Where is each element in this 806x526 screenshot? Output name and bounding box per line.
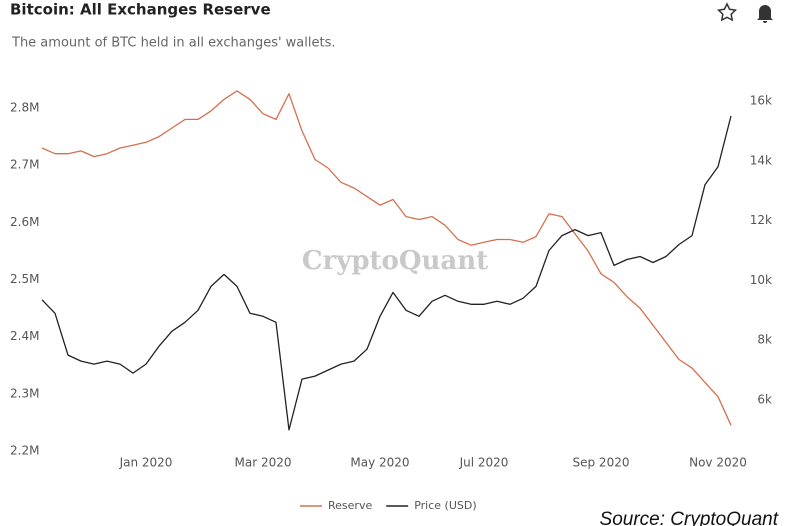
y-tick-label: 2.2M bbox=[10, 444, 39, 458]
x-tick-label: Nov 2020 bbox=[689, 456, 747, 470]
legend-item: Reserve bbox=[300, 499, 372, 512]
series-line bbox=[41, 115, 732, 431]
y-tick-label: 2.3M bbox=[10, 386, 39, 400]
y2-tick-label: 12k bbox=[750, 213, 772, 227]
legend-label: Price (USD) bbox=[414, 499, 476, 512]
series-line bbox=[41, 90, 732, 426]
watermark: CryptoQuant bbox=[302, 246, 488, 276]
y2-tick-label: 6k bbox=[757, 392, 772, 406]
legend-label: Reserve bbox=[328, 499, 372, 512]
y-tick-label: 2.4M bbox=[10, 329, 39, 343]
chart-title: Bitcoin: All Exchanges Reserve bbox=[10, 1, 271, 19]
x-tick-label: Jan 2020 bbox=[119, 456, 173, 470]
y2-tick-label: 14k bbox=[750, 153, 772, 167]
y-tick-label: 2.7M bbox=[10, 158, 39, 172]
legend-item: Price (USD) bbox=[386, 499, 477, 512]
y2-tick-label: 8k bbox=[757, 333, 772, 347]
chart-subtitle: The amount of BTC held in all exchanges'… bbox=[11, 36, 336, 51]
x-tick-label: May 2020 bbox=[350, 456, 409, 470]
y-tick-label: 2.5M bbox=[10, 272, 39, 286]
x-tick-label: Sep 2020 bbox=[573, 456, 630, 470]
x-tick-label: Jul 2020 bbox=[459, 456, 509, 470]
bell-button[interactable] bbox=[757, 5, 773, 23]
source-note: Source: CryptoQuant bbox=[600, 509, 779, 526]
star-button[interactable] bbox=[712, 0, 742, 24]
star-button-bg[interactable] bbox=[712, 0, 742, 24]
y-tick-label: 2.6M bbox=[10, 215, 39, 229]
x-tick-label: Mar 2020 bbox=[235, 456, 292, 470]
bell-icon[interactable] bbox=[757, 5, 773, 23]
star-icon[interactable] bbox=[716, 2, 738, 22]
y2-tick-label: 16k bbox=[750, 94, 772, 108]
y-tick-label: 2.8M bbox=[10, 101, 39, 115]
y2-tick-label: 10k bbox=[750, 273, 772, 287]
